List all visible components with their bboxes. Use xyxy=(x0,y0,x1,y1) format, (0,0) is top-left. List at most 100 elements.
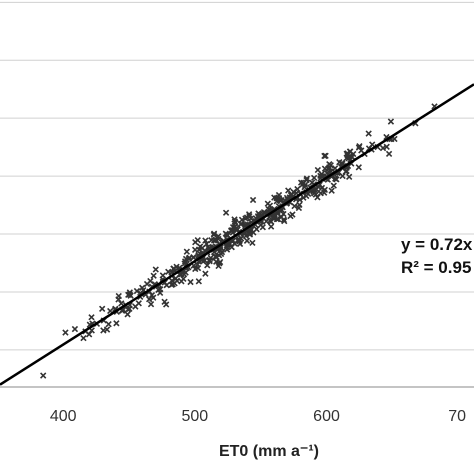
data-point xyxy=(321,152,328,160)
data-point xyxy=(269,214,277,221)
data-point xyxy=(159,272,167,279)
data-point xyxy=(290,188,297,196)
data-point xyxy=(346,173,353,180)
data-point xyxy=(314,166,322,174)
x-axis-title: ET0 (mm a⁻¹) xyxy=(219,443,319,460)
data-point xyxy=(216,258,224,266)
data-point xyxy=(126,305,133,312)
data-point xyxy=(349,153,356,161)
data-point xyxy=(355,164,362,171)
data-point xyxy=(190,254,197,261)
data-point xyxy=(355,144,363,151)
data-point xyxy=(243,237,251,244)
data-point xyxy=(213,253,220,261)
data-point xyxy=(287,212,294,220)
data-point xyxy=(385,150,393,158)
x-tick-label: 400 xyxy=(50,408,77,425)
data-point xyxy=(124,311,131,318)
data-point xyxy=(212,236,220,244)
data-point xyxy=(223,246,231,253)
data-point xyxy=(379,144,387,152)
data-point xyxy=(180,271,188,278)
data-point xyxy=(323,169,331,177)
data-point xyxy=(387,118,395,125)
data-point xyxy=(246,213,253,220)
data-point xyxy=(178,278,185,285)
data-point xyxy=(303,192,310,200)
data-point xyxy=(132,303,139,310)
x-tick-label: 600 xyxy=(313,408,340,425)
data-point xyxy=(62,329,69,336)
data-point xyxy=(185,255,192,263)
data-point xyxy=(324,165,332,172)
data-point xyxy=(194,237,201,244)
r-squared-label: R² = 0.95 xyxy=(401,258,471,277)
data-point xyxy=(147,277,154,285)
gridlines xyxy=(0,1,474,351)
data-point xyxy=(152,266,159,273)
data-point xyxy=(281,217,288,225)
x-tick-labels: 400 500 600 70 xyxy=(50,408,466,425)
data-point xyxy=(88,314,95,321)
data-point xyxy=(344,151,351,159)
data-point xyxy=(234,237,242,244)
data-point xyxy=(330,182,337,189)
data-point xyxy=(202,237,209,244)
data-point xyxy=(301,181,309,189)
data-point xyxy=(170,265,177,272)
x-tick-label: 70 xyxy=(448,408,466,425)
x-tick-label: 500 xyxy=(182,408,209,425)
data-point xyxy=(113,320,120,327)
data-point xyxy=(303,175,311,182)
data-point xyxy=(333,176,340,183)
data-point xyxy=(255,210,262,217)
data-point xyxy=(195,278,202,285)
data-point xyxy=(210,231,217,238)
data-point xyxy=(267,223,275,230)
data-point xyxy=(294,185,301,193)
data-point xyxy=(228,227,235,235)
data-point xyxy=(238,216,246,223)
data-point xyxy=(40,372,47,379)
data-point xyxy=(169,277,176,285)
data-point xyxy=(206,258,213,265)
data-point xyxy=(310,174,318,182)
data-point xyxy=(187,278,194,286)
data-point xyxy=(295,204,303,212)
data-point xyxy=(183,248,191,255)
data-point xyxy=(202,270,209,277)
data-point xyxy=(71,325,79,333)
data-point xyxy=(317,189,324,197)
data-point xyxy=(237,220,244,228)
data-point xyxy=(259,224,266,231)
data-point xyxy=(99,305,106,312)
data-point xyxy=(150,272,157,279)
data-point xyxy=(249,239,256,247)
data-point xyxy=(147,300,155,308)
data-point xyxy=(297,179,305,186)
data-point xyxy=(242,215,249,222)
data-point xyxy=(365,130,372,137)
equation-label: y = 0.72x xyxy=(401,235,473,254)
data-point xyxy=(222,209,230,216)
data-point xyxy=(215,233,222,240)
data-point xyxy=(264,200,271,207)
data-points xyxy=(40,103,438,379)
data-point xyxy=(263,218,270,225)
data-point xyxy=(133,287,141,295)
data-point xyxy=(249,196,257,204)
data-point xyxy=(192,265,199,273)
trend-line xyxy=(0,83,474,386)
data-point xyxy=(231,216,238,223)
data-point xyxy=(191,246,199,253)
data-point xyxy=(125,291,132,299)
data-point xyxy=(326,161,333,168)
data-point xyxy=(273,198,280,205)
data-point xyxy=(80,334,87,342)
data-point xyxy=(118,300,125,307)
data-point xyxy=(328,187,335,194)
data-point xyxy=(278,213,285,221)
data-point xyxy=(105,321,112,328)
data-point xyxy=(115,296,122,303)
